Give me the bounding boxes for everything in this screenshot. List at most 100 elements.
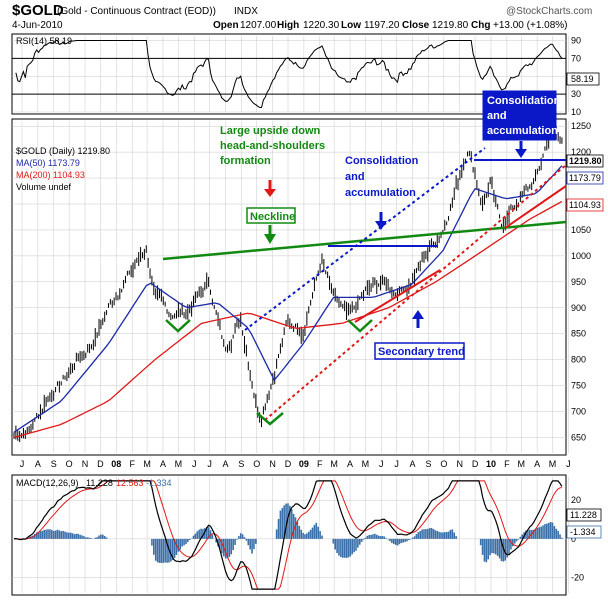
x-tick-label: O [253,459,260,469]
left-shoulder-mark [165,319,191,333]
x-tick-label: A [160,459,166,469]
head-mark [256,412,284,426]
open-value: 1207.00 [240,20,277,31]
secondary-trend-line-2 [504,185,567,229]
macd-tick-label: -20 [571,573,584,583]
blue-arrow-up-head [412,310,424,319]
x-tick-label: S [425,459,431,469]
x-tick-label: D [97,459,104,469]
price-tick-label: 850 [571,329,586,339]
ma50-value-label: 1173.79 [569,173,601,183]
macd-tick-label: 0 [571,534,576,544]
red-arrow-head [264,189,276,197]
ma50-legend: MA(50) 1173.79 [16,158,80,168]
x-tick-label: 10 [486,459,496,469]
price-value-label: 1219.80 [569,156,602,166]
macd-legend-value: 11.228 [86,478,113,488]
annotation-consolidation2-line1: Consolidation [487,95,561,107]
rsi-line [15,39,563,109]
ma200-value-tag: 1104.93 [566,198,604,212]
x-tick-label: J [394,459,399,469]
x-tick-label: A [222,459,228,469]
green-arrow-head [264,234,276,244]
price-tick-label: 1200 [571,147,591,157]
x-tick-label: N [456,459,463,469]
neckline [162,220,567,261]
macd-legend-hist: -1.334 [146,478,172,488]
annotation-consolidation1-line3: accumulation [345,187,416,199]
x-tick-label: J [207,459,212,469]
annotation-consolidation1-line1: Consolidation [345,155,419,167]
price-value-tag: 1219.80 [566,154,604,168]
rsi-tick-label: 70 [571,53,581,63]
x-tick-label: M [143,459,151,469]
neckline-label-box [246,207,296,224]
high-label: High [277,20,299,31]
blue-arrow-1-head [375,221,387,230]
annotation-consolidation2-line2: and [487,110,507,122]
price-tick-label: 1050 [571,225,591,235]
annotation-secondary-trend: Secondary trend [378,346,465,358]
chart-date: 4-Jun-2010 [12,20,63,31]
x-tick-label: O [66,459,73,469]
secondary-trend-line-1 [354,269,441,323]
rsi-value-label: 58.19 [571,74,594,84]
ma200-value-label: 1104.93 [569,200,601,210]
x-tick-label: M [330,459,338,469]
rsi-panel [11,33,567,115]
chart-description: (Gold - Continuous Contract (EOD)) [57,6,216,17]
macd-value-tag: 11.228 [566,508,602,522]
macd-panel [11,474,567,596]
watermark: @StockCharts.com [506,6,592,17]
ma200-line [13,200,563,439]
chart-symbol: $GOLD [12,2,64,19]
x-tick-label: N [82,459,89,469]
ma50-line [13,165,563,433]
price-tick-label: 700 [571,407,586,417]
x-tick-label: 08 [111,459,121,469]
x-tick-label: A [35,459,41,469]
x-tick-label: A [534,459,540,469]
open-label: Open [213,20,239,31]
price-tick-label: 750 [571,381,586,391]
price-tick-label: 1000 [571,251,591,261]
ma50-value-tag: 1173.79 [566,171,604,185]
chart-exchange: INDX [234,6,258,17]
close-label: Close [402,20,430,31]
low-value: 1197.20 [364,20,400,31]
rsi-tick-label: 10 [571,107,581,117]
price-tick-label: 900 [571,303,586,313]
price-legend: $GOLD (Daily) 1219.80 [16,146,110,156]
rsi-value-tag: 58.19 [566,72,600,86]
price-tick-label: 800 [571,355,586,365]
hist-value-label: -1.334 [570,527,596,537]
x-tick-label: 09 [299,459,309,469]
x-tick-label: J [379,459,384,469]
price-tick-label: 1250 [571,121,591,131]
x-tick-label: A [410,459,416,469]
x-tick-label: F [129,459,135,469]
x-tick-label: F [504,459,510,469]
rsi-tick-label: 90 [571,35,581,45]
macd-legend-signal: 12.563 [116,478,144,488]
annotation-hs-line1: Large upside down [220,125,321,137]
price-panel [11,118,567,456]
x-tick-label: D [472,459,479,469]
x-tick-label: A [347,459,353,469]
x-tick-label: M [517,459,525,469]
annotation-layer: Large upside down head-and-shoulders for… [162,90,567,426]
upper-channel-line [244,147,486,331]
x-tick-label: O [440,459,447,469]
annotation-consolidation2-line3: accumulation [487,125,558,137]
close-value: 1219.80 [432,20,469,31]
macd-tick-label: 20 [571,495,581,505]
low-label: Low [341,20,361,31]
x-tick-label: N [269,459,276,469]
rsi-legend: RSI(14) 58.19 [16,36,72,46]
x-tick-label: M [175,459,183,469]
chg-label: Chg [471,20,490,31]
consolidation2-label-box [482,90,557,141]
price-tick-label: 950 [571,277,586,287]
annotation-consolidation1-line2: and [345,171,365,183]
